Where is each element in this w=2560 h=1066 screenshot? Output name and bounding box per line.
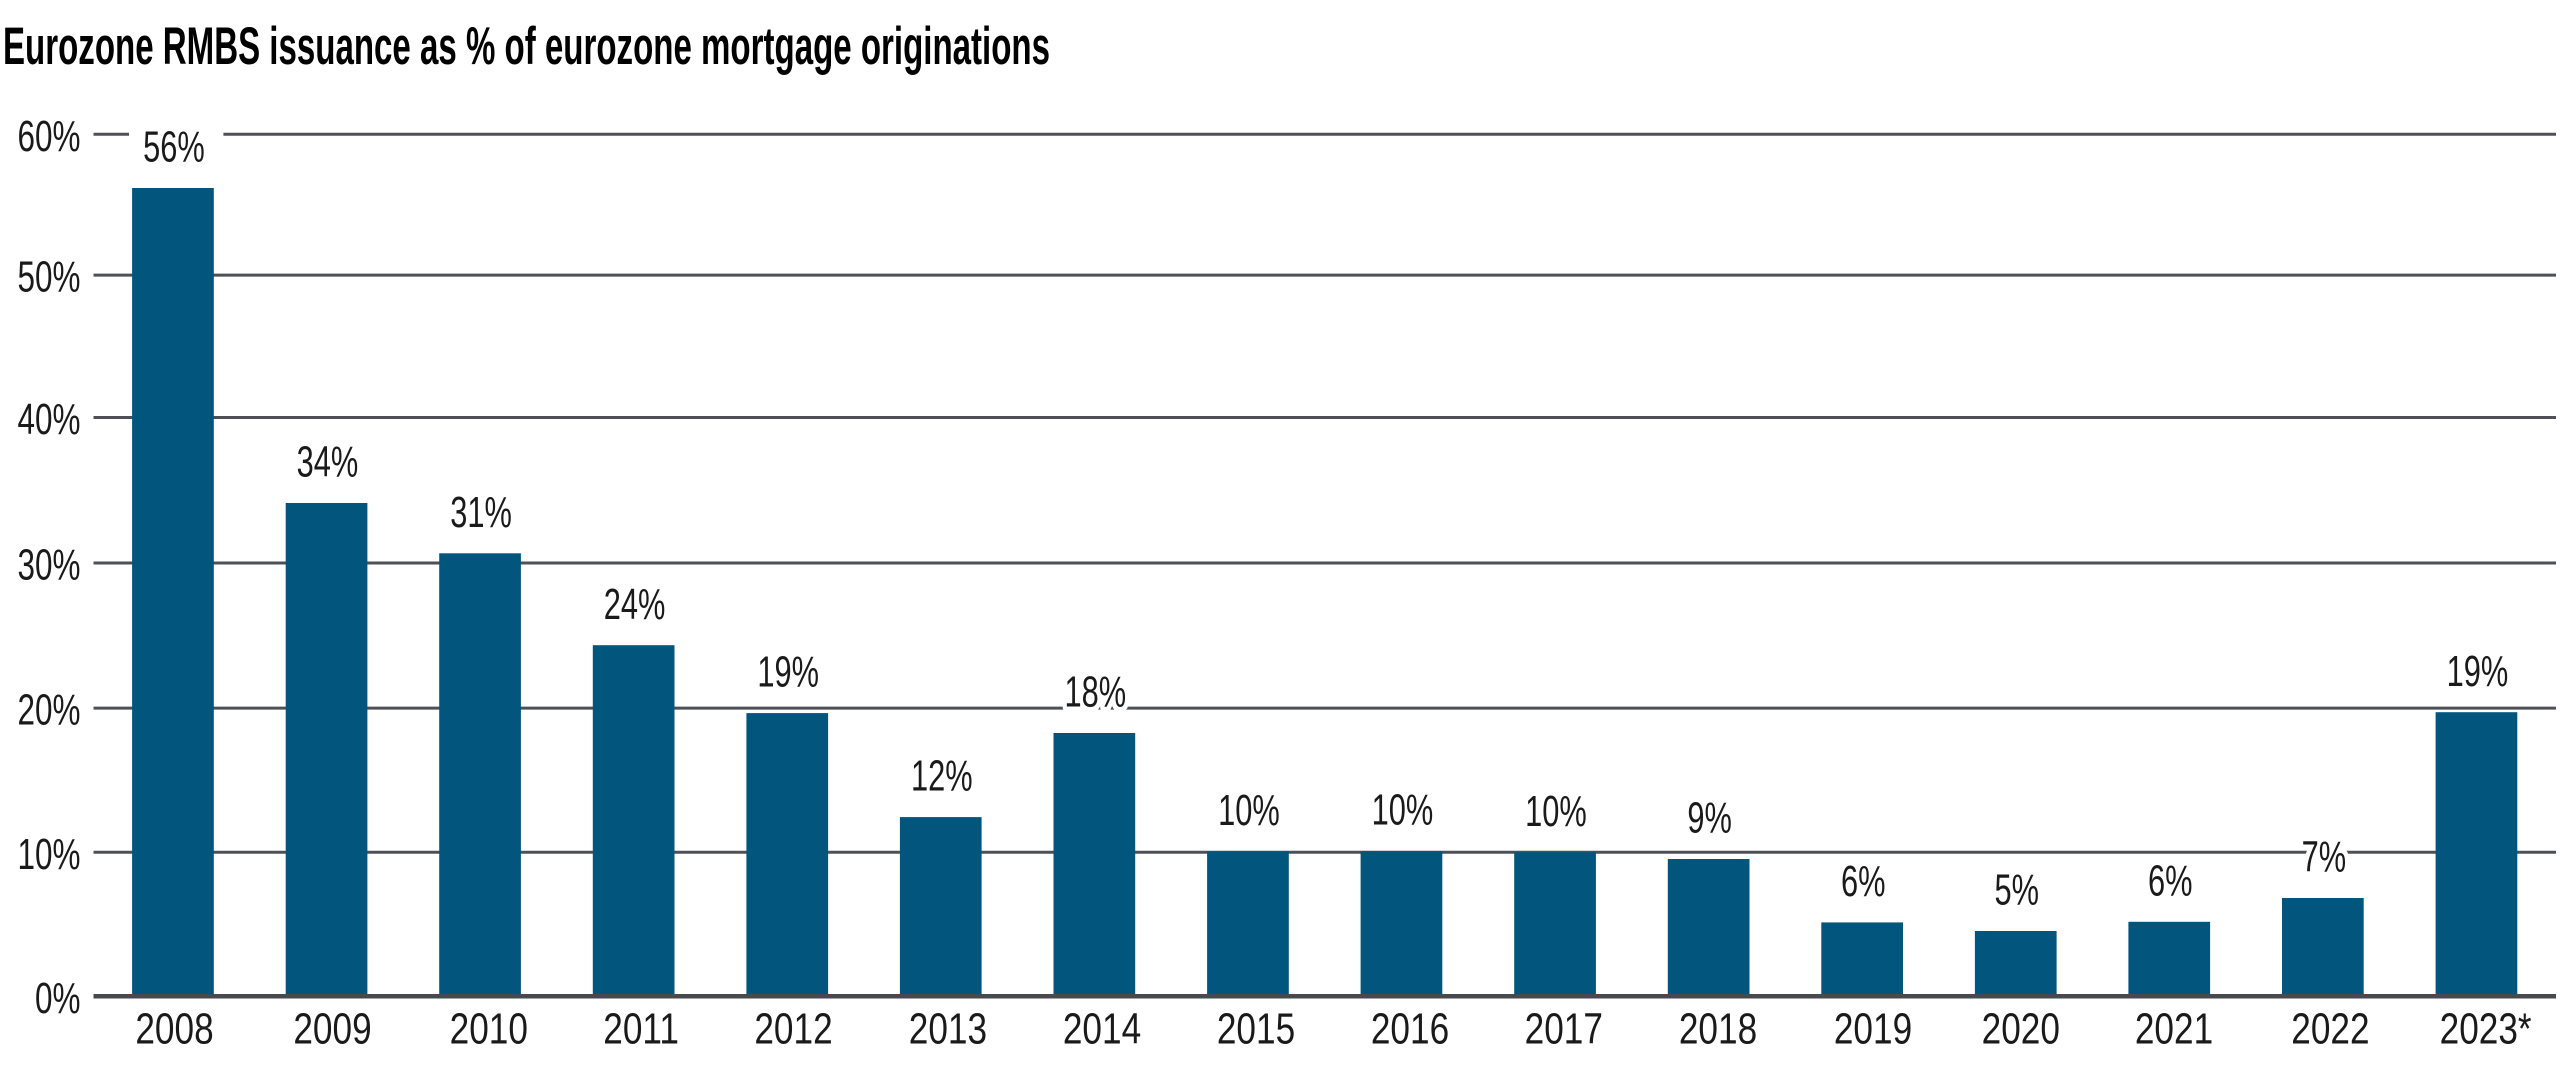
svg-text:2011: 2011	[603, 1005, 679, 1054]
svg-text:6%: 6%	[2148, 857, 2193, 906]
svg-text:2016: 2016	[1371, 1005, 1449, 1054]
svg-text:0%: 0%	[35, 974, 80, 1023]
svg-text:2022: 2022	[2291, 1005, 2369, 1054]
svg-text:2018: 2018	[1679, 1005, 1757, 1054]
svg-text:2013: 2013	[909, 1005, 987, 1054]
svg-text:56%: 56%	[143, 123, 205, 172]
svg-text:31%: 31%	[450, 489, 512, 538]
svg-text:Eurozone RMBS issuance as % of: Eurozone RMBS issuance as % of eurozone …	[3, 17, 1050, 76]
svg-text:10%: 10%	[18, 830, 81, 879]
svg-text:2019: 2019	[1834, 1005, 1912, 1054]
svg-text:2009: 2009	[293, 1005, 371, 1054]
svg-text:30%: 30%	[18, 540, 81, 589]
svg-text:20%: 20%	[18, 686, 81, 735]
svg-text:10%: 10%	[1525, 788, 1587, 837]
svg-text:2014: 2014	[1063, 1005, 1141, 1054]
svg-text:2020: 2020	[1982, 1005, 2060, 1054]
svg-text:10%: 10%	[1372, 786, 1434, 835]
svg-text:19%: 19%	[757, 648, 819, 697]
svg-text:2010: 2010	[450, 1005, 528, 1054]
svg-text:9%: 9%	[1687, 794, 1732, 843]
svg-text:12%: 12%	[911, 752, 973, 801]
svg-text:50%: 50%	[18, 253, 81, 302]
svg-text:6%: 6%	[1841, 858, 1886, 907]
svg-text:40%: 40%	[18, 395, 81, 444]
svg-text:2023*: 2023*	[2440, 1005, 2532, 1054]
svg-text:5%: 5%	[1994, 866, 2039, 915]
svg-text:2021: 2021	[2135, 1005, 2213, 1054]
svg-text:24%: 24%	[604, 581, 666, 630]
svg-text:2015: 2015	[1217, 1005, 1295, 1054]
svg-text:2017: 2017	[1525, 1005, 1603, 1054]
svg-text:34%: 34%	[297, 438, 359, 487]
svg-text:2008: 2008	[135, 1005, 213, 1054]
svg-text:60%: 60%	[18, 112, 81, 161]
svg-text:19%: 19%	[2447, 648, 2509, 697]
svg-text:7%: 7%	[2302, 833, 2347, 882]
svg-text:18%: 18%	[1064, 668, 1126, 717]
svg-text:10%: 10%	[1218, 787, 1280, 836]
svg-text:2012: 2012	[754, 1005, 832, 1054]
